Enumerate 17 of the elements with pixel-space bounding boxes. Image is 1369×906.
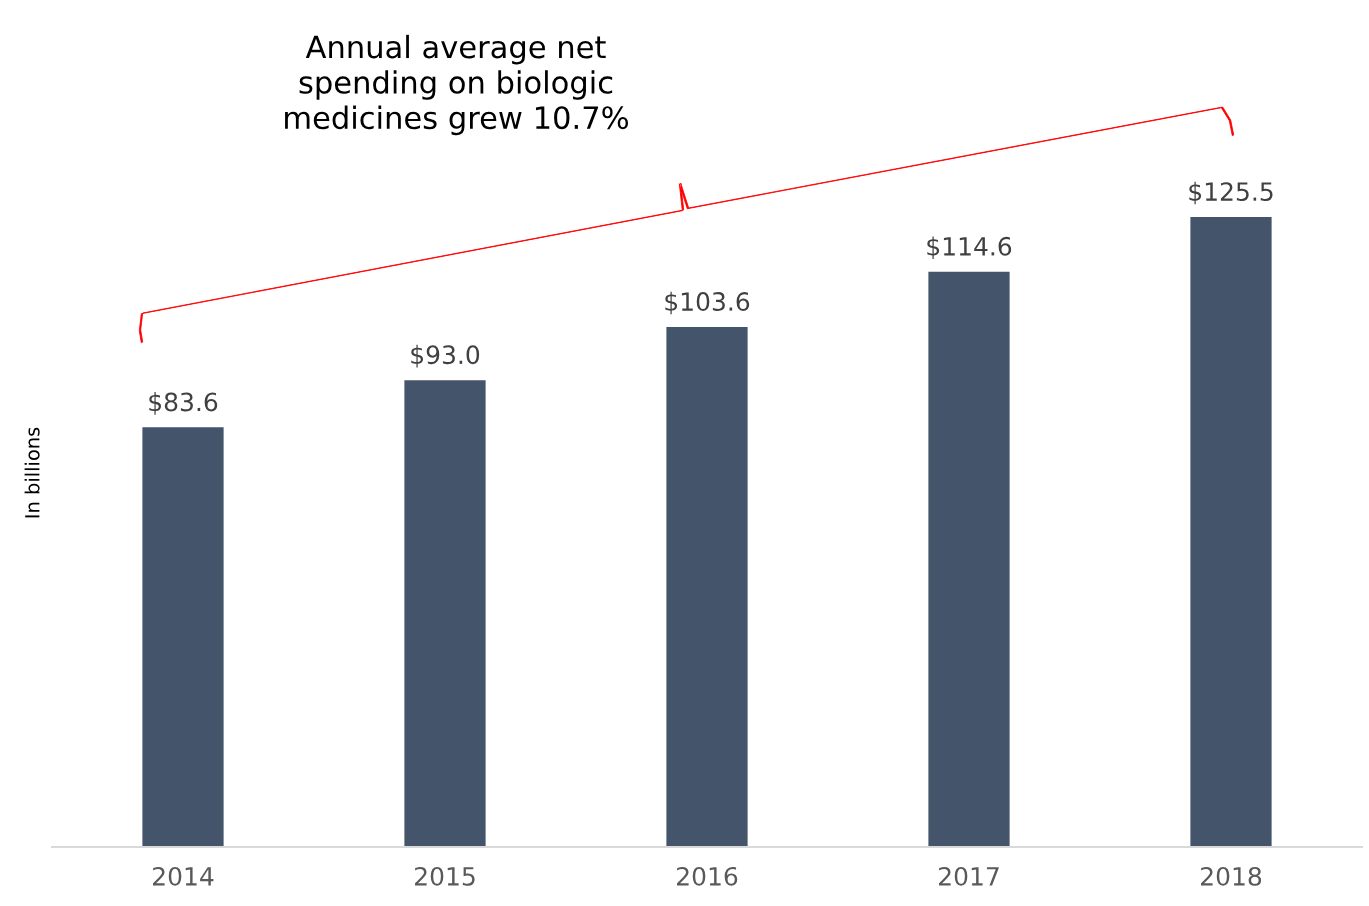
bar xyxy=(142,427,224,847)
data-label: $103.6 xyxy=(665,291,750,315)
y-axis-title: In billions xyxy=(24,427,40,518)
data-label: $83.6 xyxy=(149,392,218,415)
chart-title: Annual average net spending on biologic medicines grew 10.7% xyxy=(285,34,628,136)
data-label: $114.6 xyxy=(927,236,1012,260)
bar xyxy=(928,271,1010,847)
x-tick-label: 2018 xyxy=(1201,866,1262,886)
bar xyxy=(1190,217,1272,847)
x-tick-label: 2016 xyxy=(677,866,738,886)
x-tick-label: 2015 xyxy=(415,866,475,886)
bar xyxy=(404,380,486,847)
data-label: $93.0 xyxy=(411,344,480,368)
x-tick-label: 2014 xyxy=(153,866,214,886)
x-tick-label: 2017 xyxy=(939,866,999,886)
data-label: $125.5 xyxy=(1189,181,1273,205)
bar xyxy=(666,326,748,847)
